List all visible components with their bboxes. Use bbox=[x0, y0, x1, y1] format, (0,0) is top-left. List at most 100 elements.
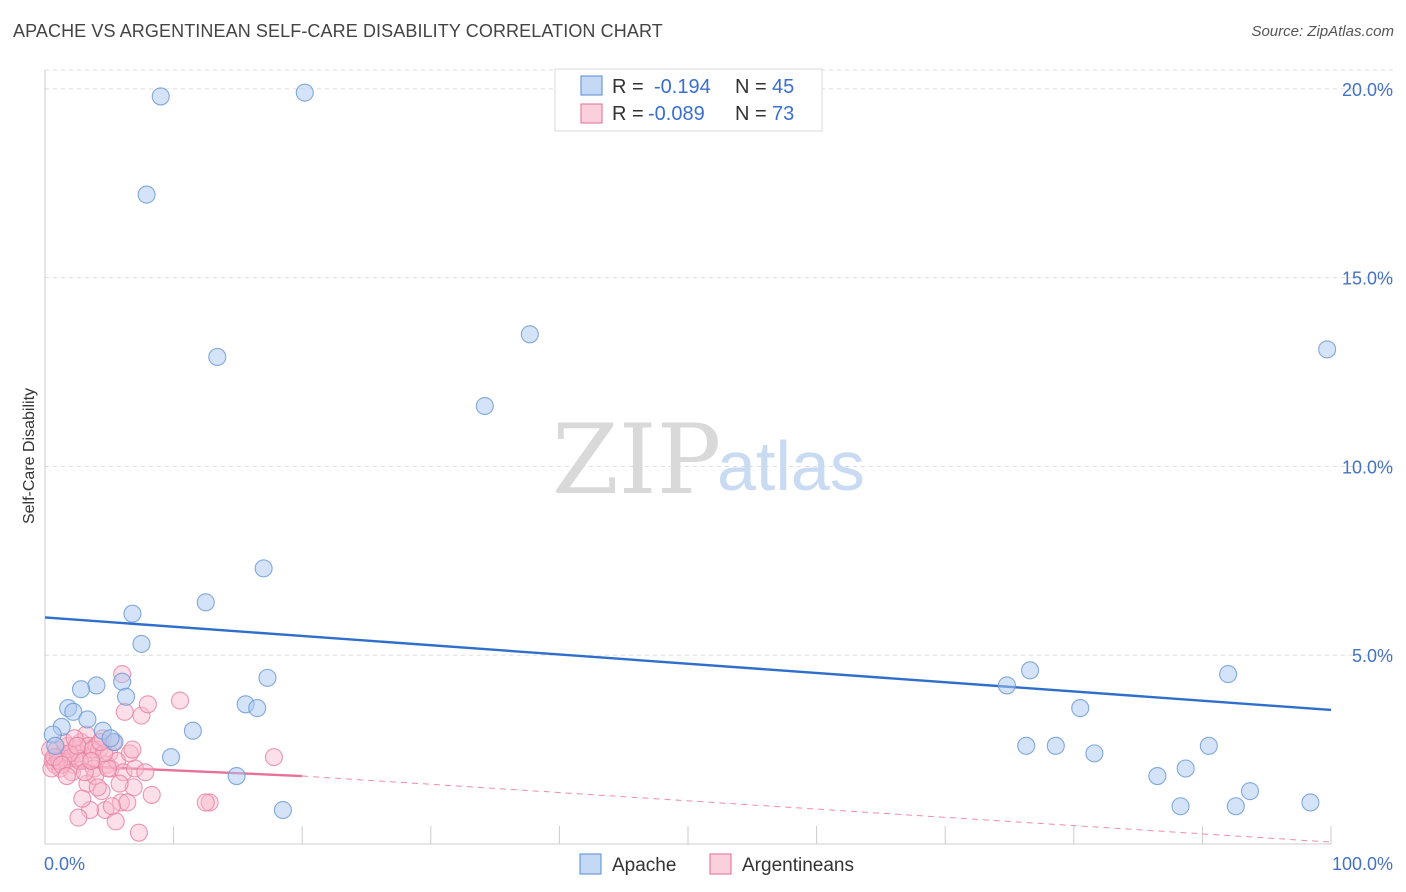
tick-labels: 5.0% 10.0% 15.0% 20.0% 0.0% 100.0% bbox=[44, 80, 1393, 874]
legend-r-value-2: -0.089 bbox=[648, 103, 705, 125]
point-apache-28 bbox=[161, 748, 181, 767]
bottom-swatch-argentineans bbox=[709, 853, 732, 875]
point-apache-35 bbox=[1046, 736, 1065, 755]
point-argentineans-68 bbox=[57, 766, 76, 786]
point-argentineans-69 bbox=[68, 736, 87, 755]
point-apache-42 bbox=[1171, 797, 1190, 816]
chart-title: APACHE VS ARGENTINEAN SELF-CARE DISABILI… bbox=[13, 21, 663, 41]
y-axis-title: Self-Care Disability bbox=[21, 388, 38, 524]
point-argentineans-41 bbox=[136, 763, 155, 782]
watermark: ZIP atlas bbox=[552, 404, 865, 516]
data-points bbox=[41, 83, 1337, 842]
legend-r-label-1: R = bbox=[612, 76, 644, 98]
point-argentineans-53 bbox=[98, 759, 118, 778]
point-argentineans-36 bbox=[125, 759, 145, 778]
point-argentineans-58 bbox=[118, 793, 137, 812]
legend-n-value-1: 45 bbox=[772, 76, 794, 98]
point-argentineans-50 bbox=[73, 789, 92, 808]
point-apache-0 bbox=[151, 87, 170, 106]
point-apache-39 bbox=[1176, 759, 1195, 778]
point-apache-9 bbox=[123, 604, 142, 623]
point-argentineans-57 bbox=[264, 748, 283, 767]
point-argentineans-65 bbox=[123, 740, 142, 759]
point-apache-37 bbox=[1085, 744, 1104, 763]
point-argentineans-67 bbox=[52, 755, 71, 774]
watermark-atlas: atlas bbox=[717, 427, 865, 505]
point-apache-41 bbox=[1240, 782, 1260, 801]
point-apache-29 bbox=[227, 766, 246, 786]
point-apache-34 bbox=[1071, 699, 1090, 718]
point-argentineans-64 bbox=[110, 774, 129, 793]
point-argentineans-54 bbox=[170, 691, 190, 710]
point-apache-30 bbox=[273, 800, 292, 820]
point-apache-12 bbox=[113, 672, 132, 691]
legend-n-value-2: 73 bbox=[772, 103, 794, 125]
point-argentineans-43 bbox=[124, 778, 143, 797]
y-tick-label-3: 20.0% bbox=[1342, 80, 1393, 100]
point-apache-3 bbox=[208, 347, 227, 366]
point-apache-40 bbox=[1148, 766, 1167, 786]
point-argentineans-72 bbox=[102, 797, 121, 816]
series-legend: Apache Argentineans bbox=[579, 853, 854, 876]
point-apache-7 bbox=[254, 559, 273, 578]
point-apache-38 bbox=[1199, 736, 1218, 755]
point-argentineans-42 bbox=[142, 785, 161, 804]
legend-r-label-2: R = bbox=[612, 103, 644, 125]
x-tick-label-1: 100.0% bbox=[1332, 854, 1393, 874]
trend-line-argentineans-extension bbox=[302, 775, 1332, 843]
y-tick-label-0: 5.0% bbox=[1352, 646, 1393, 666]
point-apache-20 bbox=[78, 710, 97, 729]
point-argentineans-51 bbox=[88, 778, 107, 797]
point-apache-1 bbox=[295, 83, 314, 102]
point-apache-33 bbox=[997, 676, 1016, 695]
point-apache-18 bbox=[248, 699, 267, 718]
point-apache-31 bbox=[1021, 661, 1040, 680]
point-apache-6 bbox=[1318, 340, 1337, 359]
point-apache-43 bbox=[1226, 797, 1245, 816]
y-tick-label-2: 15.0% bbox=[1342, 269, 1393, 289]
legend-swatch-apache bbox=[580, 75, 603, 96]
point-argentineans-38 bbox=[138, 695, 157, 714]
point-argentineans-24 bbox=[42, 759, 61, 778]
point-apache-27 bbox=[46, 736, 65, 755]
point-apache-5 bbox=[475, 396, 494, 416]
bottom-swatch-apache bbox=[579, 853, 602, 875]
point-apache-19 bbox=[64, 702, 83, 721]
legend-n-label-1: N = bbox=[735, 76, 767, 98]
source-credit: Source: ZipAtlas.com bbox=[1251, 23, 1394, 40]
trend-line-argentineans bbox=[44, 763, 303, 778]
point-argentineans-40 bbox=[115, 702, 134, 721]
point-apache-4 bbox=[520, 325, 539, 344]
y-tick-label-1: 10.0% bbox=[1342, 457, 1393, 477]
point-argentineans-47 bbox=[69, 808, 88, 827]
bottom-legend-apache: Apache bbox=[612, 855, 676, 876]
watermark-zip: ZIP bbox=[552, 404, 721, 516]
point-argentineans-48 bbox=[106, 812, 125, 831]
point-argentineans-55 bbox=[200, 793, 219, 812]
point-apache-2 bbox=[137, 185, 156, 204]
legend-n-label-2: N = bbox=[735, 103, 767, 125]
point-apache-11 bbox=[87, 676, 106, 695]
x-tick-label-0: 0.0% bbox=[44, 854, 85, 874]
point-apache-14 bbox=[71, 680, 91, 699]
point-apache-44 bbox=[1301, 793, 1320, 812]
point-apache-36 bbox=[1017, 736, 1036, 755]
legend-r-value-1: -0.194 bbox=[654, 76, 711, 98]
point-apache-26 bbox=[101, 729, 120, 748]
point-apache-22 bbox=[183, 721, 202, 740]
grid-lines bbox=[45, 69, 1395, 656]
point-argentineans-44 bbox=[111, 793, 130, 812]
point-argentineans-70 bbox=[82, 751, 101, 770]
point-argentineans-56 bbox=[196, 793, 215, 812]
point-argentineans-49 bbox=[129, 823, 148, 842]
point-apache-15 bbox=[116, 687, 136, 706]
point-argentineans-34 bbox=[114, 763, 133, 782]
point-apache-13 bbox=[258, 668, 277, 687]
legend-swatch-argentineans bbox=[580, 103, 603, 124]
bottom-legend-argentineans: Argentineans bbox=[742, 855, 854, 876]
point-apache-10 bbox=[132, 634, 151, 653]
trend-line-apache bbox=[44, 616, 1332, 712]
point-argentineans-59 bbox=[75, 763, 94, 782]
correlation-legend: R = -0.194 N = 45 R = -0.089 N = 73 bbox=[554, 68, 823, 132]
